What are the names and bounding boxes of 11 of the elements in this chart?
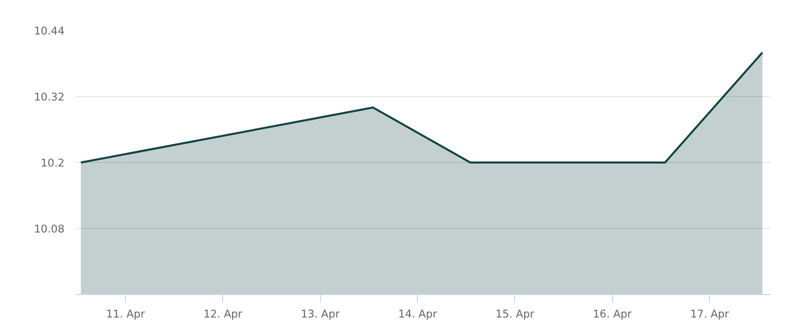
x-tick-label: 11. Apr <box>106 308 146 320</box>
x-tick-label: 15. Apr <box>496 308 535 320</box>
x-tick-label: 17. Apr <box>690 308 730 320</box>
y-tick-label: 10.08 <box>34 222 65 236</box>
y-tick-label: 10.2 <box>40 156 65 170</box>
x-tick-label: 13. Apr <box>300 308 340 320</box>
x-tick-label: 12. Apr <box>204 308 243 320</box>
x-tick-label: 14. Apr <box>398 308 438 320</box>
y-tick-label: 10.32 <box>34 90 65 104</box>
y-tick-label: 10.44 <box>34 24 65 38</box>
x-tick-label: 16. Apr <box>592 308 632 320</box>
